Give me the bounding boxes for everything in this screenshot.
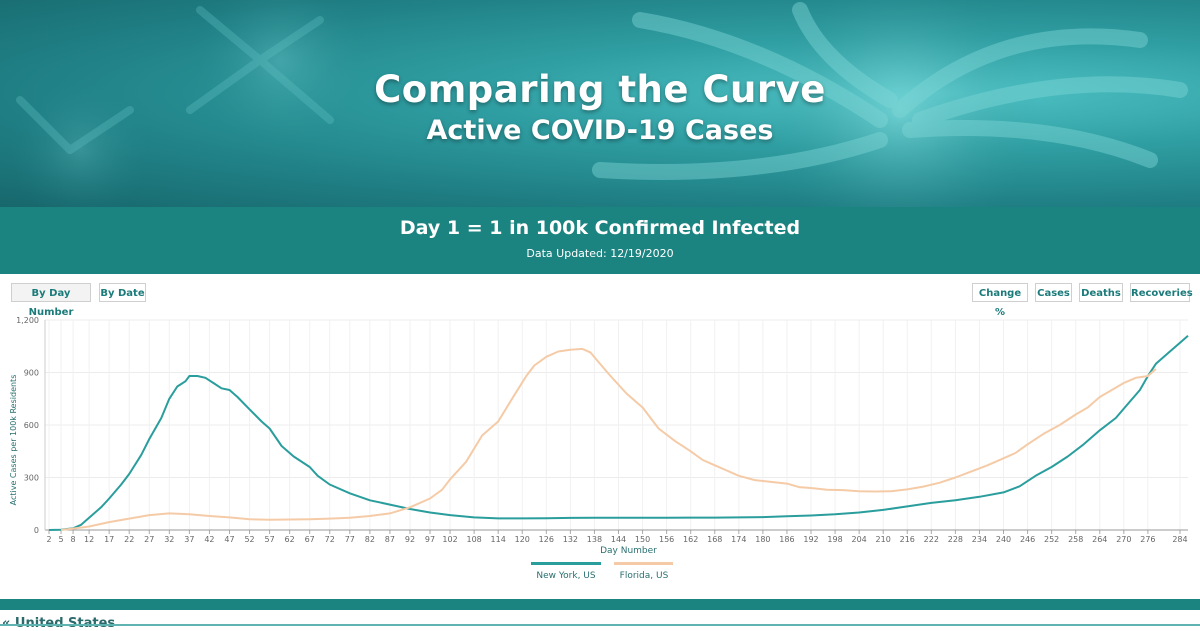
- data-updated-text: Data Updated: 12/19/2020: [526, 247, 674, 260]
- x-tick-label: 246: [1020, 535, 1035, 544]
- recoveries-button[interactable]: Recoveries: [1130, 283, 1193, 302]
- x-tick-label: 228: [948, 535, 963, 544]
- legend-swatch: [614, 562, 673, 565]
- y-tick-label: 600: [24, 421, 39, 430]
- x-tick-label: 168: [707, 535, 722, 544]
- x-tick-label: 57: [264, 535, 274, 544]
- x-tick-label: 42: [204, 535, 214, 544]
- deaths-button[interactable]: Deaths: [1079, 283, 1123, 302]
- y-tick-label: 300: [24, 474, 39, 483]
- legend-swatch: [531, 562, 601, 565]
- x-tick-label: 47: [224, 535, 234, 544]
- x-tick-label: 192: [803, 535, 818, 544]
- chart-legend: New York, US Florida, US: [531, 562, 673, 581]
- chart-lines: [48, 335, 1189, 531]
- chart-axes: 0 300 600 900 1,200 2 5 8 12 17 22 27 32 37 42 47 52 57 62…: [9, 316, 1188, 556]
- legend-label: New York, US: [536, 571, 596, 581]
- x-tick-label: 97: [425, 535, 435, 544]
- united-states-link[interactable]: « United States: [2, 616, 115, 631]
- x-tick-label: 120: [515, 535, 530, 544]
- x-tick-label: 162: [683, 535, 698, 544]
- hero-banner: Comparing the Curve Active COVID-19 Case…: [0, 0, 1200, 207]
- x-tick-label: 8: [71, 535, 76, 544]
- footer-divider: [0, 624, 1200, 626]
- active-cases-chart: 0 300 600 900 1,200 2 5 8 12 17 22 27 32 37 42 47 52 57 62…: [9, 316, 1189, 581]
- legend-label: Florida, US: [620, 571, 669, 581]
- x-tick-label: 27: [144, 535, 154, 544]
- x-tick-label: 92: [405, 535, 415, 544]
- virus-background-image: [10, 0, 1188, 207]
- x-tick-label: 37: [184, 535, 194, 544]
- x-tick-label: 72: [325, 535, 335, 544]
- x-tick-label: 5: [58, 535, 63, 544]
- x-tick-label: 108: [466, 535, 481, 544]
- x-tick-label: 102: [442, 535, 457, 544]
- y-axis-label: Active Cases per 100k Residents: [9, 375, 18, 506]
- series-line-new-york: [48, 335, 1189, 531]
- x-tick-label: 132: [563, 535, 578, 544]
- x-tick-label: 258: [1068, 535, 1083, 544]
- cases-button[interactable]: Cases: [1035, 283, 1072, 302]
- x-tick-label: 180: [755, 535, 770, 544]
- x-tick-label: 276: [1140, 535, 1155, 544]
- by-day-number-button[interactable]: By Day Number: [11, 283, 91, 318]
- y-tick-label: 900: [24, 369, 39, 378]
- x-tick-label: 216: [900, 535, 915, 544]
- x-tick-label: 32: [164, 535, 174, 544]
- x-tick-label: 156: [659, 535, 674, 544]
- x-tick-label: 198: [827, 535, 842, 544]
- x-tick-label: 174: [731, 535, 746, 544]
- x-tick-label: 82: [365, 535, 375, 544]
- x-tick-label: 222: [924, 535, 939, 544]
- page-subtitle: Active COVID-19 Cases: [426, 115, 774, 146]
- series-line-florida: [60, 347, 1157, 531]
- x-tick-label: 144: [611, 535, 626, 544]
- x-tick-label: 270: [1116, 535, 1131, 544]
- x-tick-label: 77: [345, 535, 355, 544]
- x-tick-label: 67: [305, 535, 315, 544]
- page-title: Comparing the Curve: [374, 68, 826, 111]
- x-tick-label: 2: [46, 535, 51, 544]
- x-tick-label: 126: [539, 535, 554, 544]
- x-tick-label: 252: [1044, 535, 1059, 544]
- x-tick-label: 210: [876, 535, 891, 544]
- x-tick-label: 87: [385, 535, 395, 544]
- by-date-button[interactable]: By Date: [99, 283, 146, 302]
- x-tick-label: 138: [587, 535, 602, 544]
- x-tick-label: 12: [84, 535, 94, 544]
- x-tick-label: 114: [491, 535, 506, 544]
- band-title: Day 1 = 1 in 100k Confirmed Infected: [399, 217, 801, 239]
- chart-grid: [45, 319, 1188, 531]
- x-tick-label: 284: [1172, 535, 1187, 544]
- x-tick-label: 204: [851, 535, 866, 544]
- x-tick-label: 22: [124, 535, 134, 544]
- x-axis-label: Day Number: [600, 546, 657, 556]
- footer-bar: [0, 599, 1200, 610]
- x-tick-label: 240: [996, 535, 1011, 544]
- x-tick-label: 52: [244, 535, 254, 544]
- x-tick-label: 17: [104, 535, 114, 544]
- x-tick-label: 234: [972, 535, 987, 544]
- change-percent-button[interactable]: Change %: [972, 283, 1028, 318]
- x-tick-label: 62: [285, 535, 295, 544]
- info-band: [0, 207, 1200, 274]
- y-tick-label: 1,200: [16, 316, 39, 325]
- x-tick-label: 264: [1092, 535, 1107, 544]
- y-tick-label: 0: [34, 526, 39, 535]
- x-tick-label: 186: [779, 535, 794, 544]
- x-tick-label: 150: [635, 535, 650, 544]
